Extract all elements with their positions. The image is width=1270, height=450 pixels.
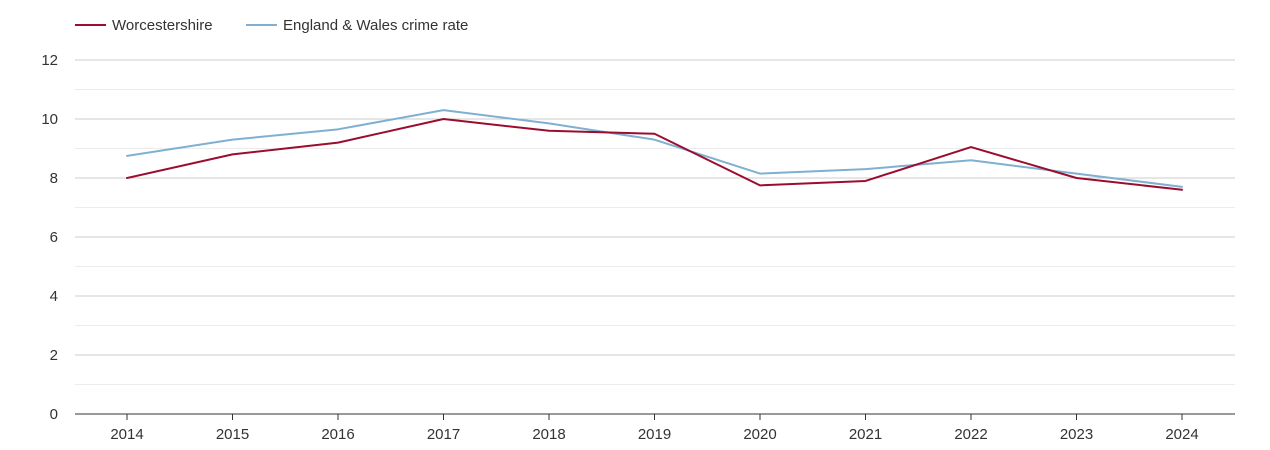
gridlines [75,59,1235,385]
series-line-worcestershire [126,118,1183,191]
x-tick-label: 2015 [216,426,249,443]
x-tick-label: 2019 [638,426,671,443]
x-tick-label: 2021 [849,426,882,443]
x-tick-label: 2022 [954,426,987,443]
series-layer [126,109,1183,191]
y-tick-label: 12 [41,52,58,69]
y-axis: 0 2 4 6 8 10 12 [41,52,58,423]
x-axis: 2014 2015 2016 2017 2018 2019 2020 2021 2022 2023… [75,413,1235,443]
y-tick-label: 0 [50,406,58,423]
y-tick-label: 2 [50,347,58,364]
x-tick-label: 2016 [321,426,354,443]
series-line-england-wales-crime-rate [126,109,1183,188]
x-tick-label: 2014 [110,426,143,443]
y-tick-label: 6 [50,229,58,246]
x-tick-label: 2024 [1165,426,1198,443]
y-tick-label: 10 [41,111,58,128]
x-tick-label: 2018 [532,426,565,443]
x-tick-label: 2020 [743,426,776,443]
x-tick-label: 2023 [1060,426,1093,443]
legend: Worcestershire England & Wales crime rat… [75,17,468,34]
y-tick-label: 4 [50,288,58,305]
y-tick-label: 8 [50,170,58,187]
legend-label-worcestershire: Worcestershire [112,17,213,34]
x-tick-label: 2017 [427,426,460,443]
legend-label-england-wales: England & Wales crime rate [283,17,468,34]
